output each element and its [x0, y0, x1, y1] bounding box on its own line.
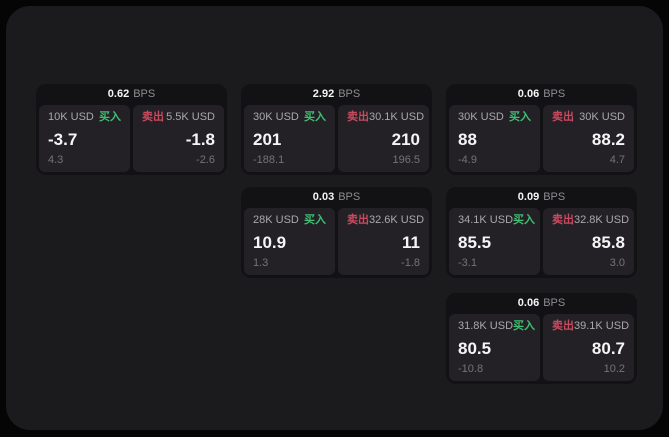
quote-card: 0.09 BPS 34.1K USD 买入 85.5 -3.1 卖出 32.8K… [446, 187, 637, 278]
buy-delta: -188.1 [253, 154, 285, 166]
buy-amount: 10K USD [48, 111, 94, 123]
sell-pane[interactable]: 卖出 32.8K USD 85.8 3.0 [543, 208, 634, 275]
sell-price: 11 [402, 232, 420, 252]
sell-amount: 32.8K USD [574, 214, 630, 226]
sell-amount: 5.5K USD [166, 111, 215, 123]
sell-pane[interactable]: 卖出 32.6K USD 11 -1.8 [338, 208, 429, 275]
buy-pane[interactable]: 10K USD 买入 -3.7 4.3 [39, 105, 130, 172]
buy-amount: 30K USD [458, 111, 504, 123]
sell-delta: 3.0 [609, 257, 625, 269]
buy-tag: 买入 [513, 320, 536, 332]
buy-pane[interactable]: 28K USD 买入 10.9 1.3 [244, 208, 335, 275]
sell-pane[interactable]: 卖出 30.1K USD 210 196.5 [338, 105, 429, 172]
card-header: 0.06 BPS [449, 293, 634, 314]
sell-delta: 4.7 [609, 154, 625, 166]
buy-pane[interactable]: 34.1K USD 买入 85.5 -3.1 [449, 208, 540, 275]
sell-delta: 10.2 [603, 363, 625, 375]
card-header: 0.09 BPS [449, 187, 634, 208]
bps-value: 2.92 [312, 88, 335, 100]
bps-value: 0.09 [517, 191, 540, 203]
sell-tag: 卖出 [552, 214, 574, 226]
sell-tag: 卖出 [142, 111, 164, 123]
buy-delta: -10.8 [458, 363, 484, 375]
buy-tag: 买入 [99, 111, 121, 123]
quote-card: 0.06 BPS 31.8K USD 买入 80.5 -10.8 卖出 39.1… [446, 293, 637, 384]
quote-card: 2.92 BPS 30K USD 买入 201 -188.1 卖出 30.1K … [241, 84, 432, 175]
buy-tag: 买入 [304, 111, 326, 123]
sell-amount: 30K USD [579, 111, 625, 123]
buy-amount: 30K USD [253, 111, 299, 123]
bps-value: 0.06 [517, 88, 540, 100]
buy-amount: 31.8K USD [458, 320, 514, 332]
buy-price: 10.9 [253, 232, 287, 252]
bps-value: 0.06 [517, 297, 540, 309]
sell-tag: 卖出 [347, 111, 369, 123]
sell-delta: -2.6 [196, 154, 215, 166]
bps-unit: BPS [133, 88, 156, 100]
buy-price: 88 [458, 129, 477, 149]
buy-pane[interactable]: 30K USD 买入 88 -4.9 [449, 105, 540, 172]
sell-tag: 卖出 [552, 320, 574, 332]
bps-unit: BPS [543, 191, 566, 203]
sell-pane[interactable]: 卖出 5.5K USD -1.8 -2.6 [133, 105, 224, 172]
buy-delta: 4.3 [48, 154, 64, 166]
buy-delta: 1.3 [253, 257, 269, 269]
bps-unit: BPS [543, 88, 566, 100]
sell-price: 85.8 [591, 232, 625, 252]
sell-pane[interactable]: 卖出 30K USD 88.2 4.7 [543, 105, 634, 172]
sell-amount: 32.6K USD [369, 214, 425, 226]
buy-tag: 买入 [513, 214, 536, 226]
sell-price: 80.7 [591, 338, 625, 358]
quote-card: 0.62 BPS 10K USD 买入 -3.7 4.3 卖出 5.5K USD… [36, 84, 227, 175]
buy-delta: -3.1 [458, 257, 477, 269]
buy-amount: 34.1K USD [458, 214, 514, 226]
sell-price: -1.8 [185, 129, 215, 149]
bps-unit: BPS [543, 297, 566, 309]
sell-pane[interactable]: 卖出 39.1K USD 80.7 10.2 [543, 314, 634, 381]
sell-delta: -1.8 [401, 257, 420, 269]
buy-pane[interactable]: 31.8K USD 买入 80.5 -10.8 [449, 314, 540, 381]
sell-tag: 卖出 [552, 111, 574, 123]
buy-tag: 买入 [509, 111, 531, 123]
buy-amount: 28K USD [253, 214, 299, 226]
quote-card: 0.03 BPS 28K USD 买入 10.9 1.3 卖出 32.6K US… [241, 187, 432, 278]
bps-value: 0.62 [107, 88, 130, 100]
buy-price: 201 [253, 129, 282, 149]
sell-delta: 196.5 [392, 154, 420, 166]
main-panel: 0.62 BPS 10K USD 买入 -3.7 4.3 卖出 5.5K USD… [6, 6, 663, 430]
sell-amount: 30.1K USD [369, 111, 425, 123]
sell-amount: 39.1K USD [574, 320, 630, 332]
bps-unit: BPS [338, 88, 361, 100]
buy-tag: 买入 [304, 214, 326, 226]
card-header: 0.62 BPS [39, 84, 224, 105]
buy-price: 80.5 [458, 338, 492, 358]
bps-unit: BPS [338, 191, 361, 203]
quote-card: 0.06 BPS 30K USD 买入 88 -4.9 卖出 30K USD 8… [446, 84, 637, 175]
card-header: 0.03 BPS [244, 187, 429, 208]
buy-delta: -4.9 [458, 154, 477, 166]
sell-price: 210 [391, 129, 420, 149]
card-header: 0.06 BPS [449, 84, 634, 105]
buy-pane[interactable]: 30K USD 买入 201 -188.1 [244, 105, 335, 172]
buy-price: 85.5 [458, 232, 492, 252]
sell-tag: 卖出 [347, 214, 369, 226]
card-header: 2.92 BPS [244, 84, 429, 105]
buy-price: -3.7 [48, 129, 78, 149]
sell-price: 88.2 [591, 129, 625, 149]
bps-value: 0.03 [312, 191, 335, 203]
